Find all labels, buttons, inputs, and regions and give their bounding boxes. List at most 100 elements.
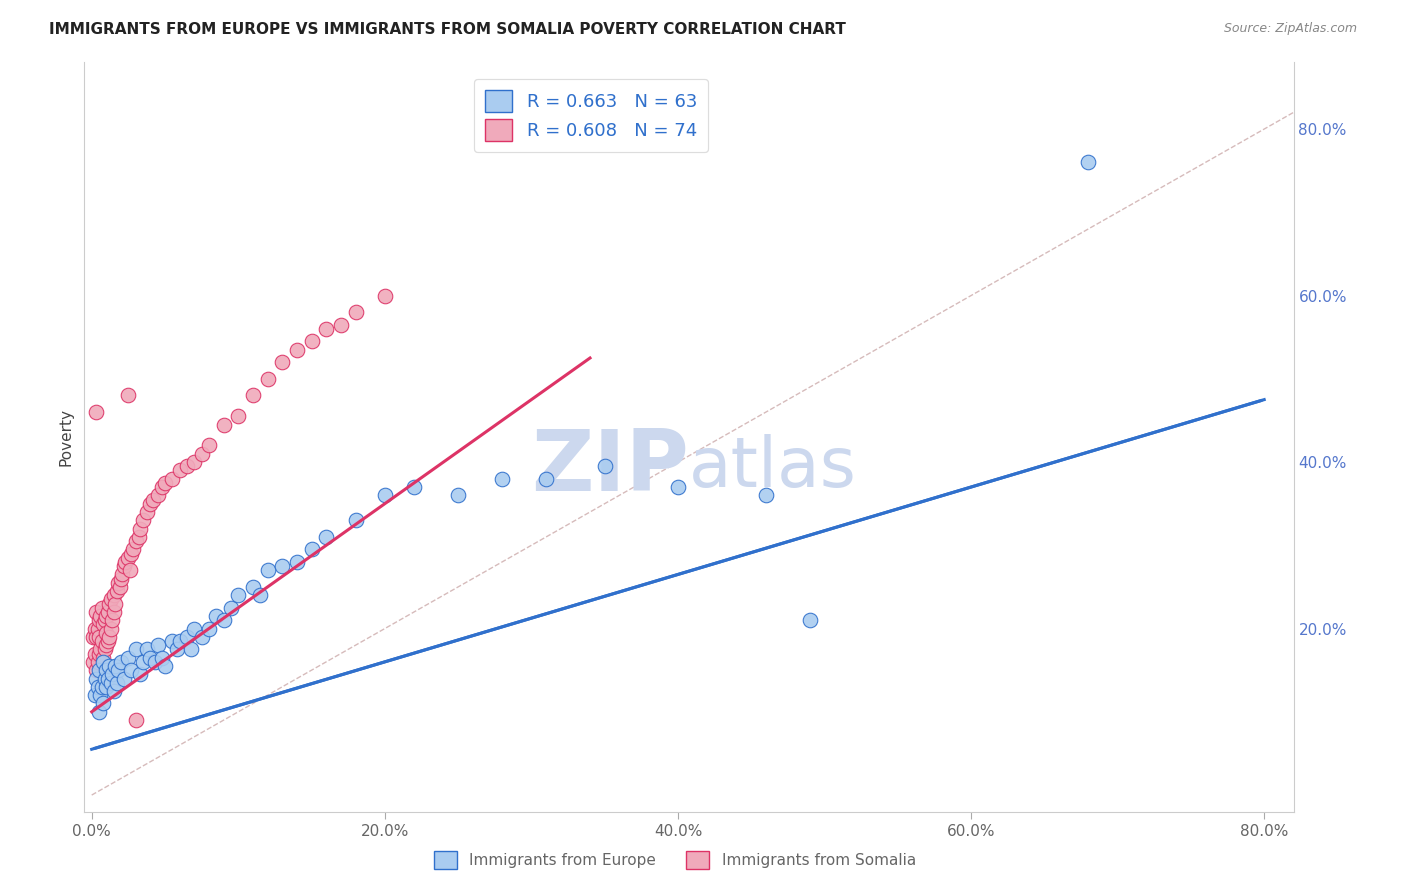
Point — [120, 663, 142, 677]
Point — [93, 617, 115, 632]
Point — [97, 605, 120, 619]
Point — [89, 609, 111, 624]
Point — [404, 480, 426, 494]
Point — [86, 680, 108, 694]
Point — [491, 472, 513, 486]
Point — [180, 642, 202, 657]
Point — [183, 622, 205, 636]
Point — [87, 663, 110, 677]
Point — [82, 655, 104, 669]
Point — [139, 497, 162, 511]
Point — [447, 488, 470, 502]
Point — [183, 455, 205, 469]
Point — [101, 613, 124, 627]
Point — [755, 488, 778, 502]
Point — [146, 638, 169, 652]
Text: IMMIGRANTS FROM EUROPE VS IMMIGRANTS FROM SOMALIA POVERTY CORRELATION CHART: IMMIGRANTS FROM EUROPE VS IMMIGRANTS FRO… — [49, 22, 846, 37]
Point — [249, 588, 271, 602]
Point — [1077, 155, 1099, 169]
Point — [117, 388, 139, 402]
Point — [91, 680, 114, 694]
Point — [190, 630, 212, 644]
Text: Source: ZipAtlas.com: Source: ZipAtlas.com — [1223, 22, 1357, 36]
Point — [98, 597, 121, 611]
Point — [83, 622, 105, 636]
Point — [105, 675, 128, 690]
Point — [98, 659, 121, 673]
Point — [176, 630, 198, 644]
Point — [98, 630, 121, 644]
Point — [84, 672, 107, 686]
Point — [666, 480, 689, 494]
Point — [107, 575, 129, 590]
Point — [110, 572, 132, 586]
Point — [142, 492, 165, 507]
Legend: R = 0.663   N = 63, R = 0.608   N = 74: R = 0.663 N = 63, R = 0.608 N = 74 — [474, 79, 707, 152]
Point — [84, 405, 107, 419]
Point — [136, 505, 159, 519]
Point — [301, 334, 323, 349]
Point — [169, 463, 191, 477]
Point — [166, 642, 188, 657]
Point — [226, 588, 249, 602]
Point — [285, 343, 308, 357]
Point — [93, 655, 115, 669]
Point — [103, 684, 125, 698]
Point — [128, 530, 150, 544]
Point — [97, 634, 120, 648]
Y-axis label: Poverty: Poverty — [58, 408, 73, 467]
Point — [107, 663, 129, 677]
Point — [593, 459, 616, 474]
Point — [91, 634, 114, 648]
Point — [534, 472, 557, 486]
Point — [374, 488, 396, 502]
Point — [212, 613, 235, 627]
Point — [96, 663, 118, 677]
Point — [112, 559, 135, 574]
Point — [374, 288, 396, 302]
Legend: Immigrants from Europe, Immigrants from Somalia: Immigrants from Europe, Immigrants from … — [427, 845, 922, 875]
Point — [91, 600, 114, 615]
Point — [101, 667, 124, 681]
Point — [212, 417, 235, 432]
Point — [242, 388, 264, 402]
Point — [271, 559, 294, 574]
Point — [132, 655, 155, 669]
Point — [153, 659, 176, 673]
Point — [256, 372, 278, 386]
Point — [329, 318, 352, 332]
Point — [83, 647, 105, 661]
Point — [103, 588, 125, 602]
Point — [799, 613, 821, 627]
Point — [84, 630, 107, 644]
Point — [124, 713, 146, 727]
Point — [120, 547, 142, 561]
Point — [111, 567, 134, 582]
Point — [108, 580, 131, 594]
Point — [124, 534, 146, 549]
Point — [121, 542, 143, 557]
Point — [226, 409, 249, 424]
Point — [93, 697, 115, 711]
Point — [169, 634, 191, 648]
Point — [143, 655, 166, 669]
Point — [87, 705, 110, 719]
Point — [84, 663, 107, 677]
Point — [84, 605, 107, 619]
Point — [153, 475, 176, 490]
Point — [117, 550, 139, 565]
Point — [87, 630, 110, 644]
Point — [315, 322, 337, 336]
Point — [136, 642, 159, 657]
Point — [129, 667, 152, 681]
Point — [315, 530, 337, 544]
Point — [86, 655, 108, 669]
Point — [285, 555, 308, 569]
Point — [242, 580, 264, 594]
Point — [100, 592, 122, 607]
Point — [96, 625, 118, 640]
Point — [198, 622, 221, 636]
Point — [104, 597, 127, 611]
Point — [117, 650, 139, 665]
Point — [344, 305, 367, 319]
